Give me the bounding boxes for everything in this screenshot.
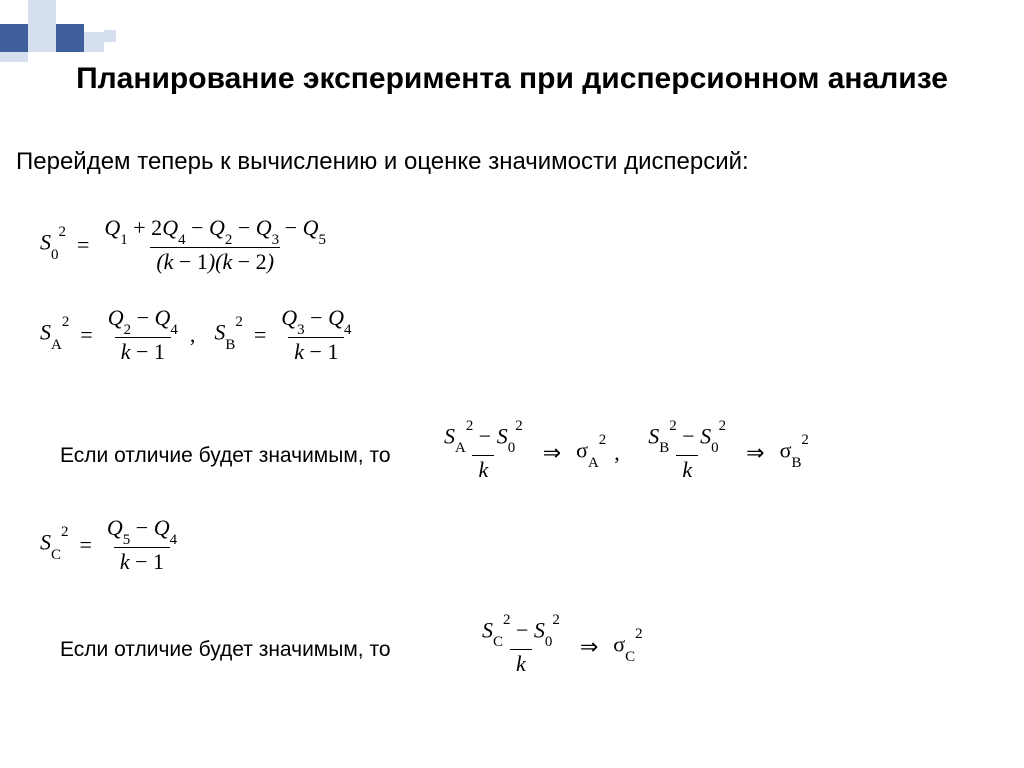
formula-s0: S02 = Q1 + 2Q4 − Q2 − Q3 − Q5 (k − 1)(k … — [40, 216, 330, 273]
corner-decoration — [0, 0, 140, 70]
text-line-1: Если отличие будет значимым, то — [60, 444, 391, 468]
decor-square — [104, 30, 116, 42]
formula-sigma-ab: SA2 − S02 k ⇒ σA2 , SB2 − S02 k ⇒ σB2 — [440, 424, 809, 482]
decor-square — [28, 24, 56, 52]
text-line-2: Если отличие будет значимым, то — [60, 638, 391, 662]
decor-square — [0, 24, 28, 52]
decor-square — [84, 32, 104, 52]
slide-title: Планирование эксперимента при дисперсион… — [0, 62, 1024, 97]
intro-text: Перейдем теперь к вычислению и оценке зн… — [16, 148, 1008, 176]
formula-sc: SC2 = Q5 − Q4 k − 1 — [40, 516, 181, 573]
slide: Планирование эксперимента при дисперсион… — [0, 0, 1024, 768]
decor-square — [0, 52, 28, 62]
decor-square — [56, 24, 84, 52]
decor-square — [28, 0, 56, 24]
formula-sa-sb: SA2 = Q2 − Q4 k − 1 , SB2 = Q3 − Q4 k − … — [40, 306, 355, 363]
formula-sigma-c: SC2 − S02 k ⇒ σC2 — [478, 618, 643, 676]
